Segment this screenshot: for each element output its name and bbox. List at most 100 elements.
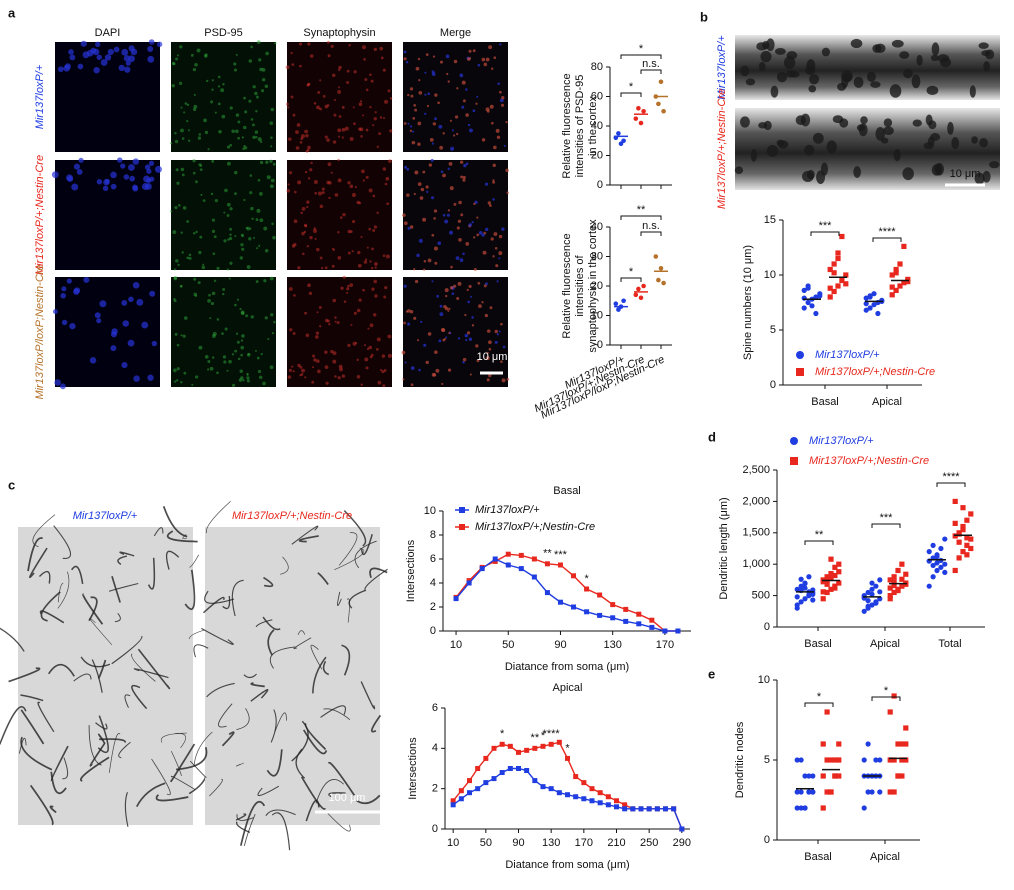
- puncta: [186, 220, 190, 223]
- puncta: [304, 311, 308, 315]
- puncta: [372, 194, 376, 198]
- puncta: [468, 223, 472, 227]
- puncta: [255, 135, 258, 139]
- data-point: [964, 552, 970, 558]
- puncta: [431, 142, 435, 145]
- puncta: [473, 267, 477, 271]
- data-point: [663, 806, 668, 812]
- puncta: [306, 200, 310, 204]
- puncta: [498, 330, 501, 333]
- data-point: [893, 287, 899, 293]
- spine: [821, 47, 830, 57]
- puncta: [218, 129, 222, 134]
- data-point: [863, 307, 869, 313]
- data-point: [938, 545, 944, 552]
- data-point: [802, 596, 808, 602]
- data-point: [679, 826, 685, 832]
- data-point: [942, 536, 948, 542]
- puncta: [384, 99, 389, 104]
- puncta: [368, 345, 373, 350]
- data-point: [899, 773, 905, 779]
- puncta: [494, 329, 498, 334]
- data-point: [614, 804, 619, 810]
- puncta: [321, 191, 325, 195]
- data-point: [805, 299, 811, 306]
- spine: [969, 85, 976, 98]
- data-point: [794, 594, 800, 600]
- dendrite: [155, 794, 189, 802]
- data-point: [930, 542, 936, 548]
- dendrite: [50, 745, 69, 782]
- data-point: [861, 805, 867, 811]
- sig-label: *: [629, 81, 634, 93]
- dendrite: [53, 525, 72, 559]
- data-point: [802, 805, 808, 811]
- data-point: [661, 280, 666, 286]
- row-label: Mir137loxP/+;Nestin-Cre: [34, 155, 46, 275]
- puncta: [222, 355, 227, 359]
- spine: [858, 123, 868, 137]
- puncta: [340, 286, 344, 290]
- puncta: [445, 294, 448, 298]
- puncta: [270, 313, 274, 317]
- puncta: [442, 173, 446, 178]
- dendrite: [243, 813, 256, 847]
- puncta: [380, 56, 384, 60]
- y-tick-label: 20: [591, 280, 603, 292]
- puncta: [382, 254, 386, 258]
- dendrite: [20, 736, 53, 771]
- puncta: [214, 111, 217, 114]
- puncta: [337, 90, 342, 94]
- puncta: [445, 307, 449, 311]
- data-point: [891, 589, 897, 596]
- dendrite: [170, 743, 196, 783]
- puncta: [434, 350, 438, 354]
- data-point: [806, 592, 812, 598]
- puncta: [347, 343, 351, 348]
- puncta: [464, 313, 467, 317]
- puncta: [433, 209, 438, 213]
- puncta: [381, 354, 386, 358]
- puncta: [346, 287, 350, 291]
- puncta: [246, 379, 250, 383]
- spine: [902, 167, 914, 181]
- puncta: [199, 168, 203, 172]
- puncta: [481, 57, 486, 62]
- data-point: [524, 747, 530, 753]
- puncta: [403, 57, 407, 61]
- data-point: [889, 284, 895, 290]
- puncta: [192, 159, 196, 163]
- data-point: [531, 574, 537, 580]
- dendrite: [133, 668, 169, 679]
- puncta: [220, 88, 225, 93]
- data-point: [798, 576, 804, 582]
- row-label: Mir137loxP/+: [34, 64, 46, 129]
- puncta: [486, 351, 489, 355]
- data-point: [952, 520, 958, 526]
- puncta: [369, 260, 372, 263]
- puncta: [446, 213, 450, 217]
- puncta: [229, 207, 233, 211]
- puncta: [175, 379, 179, 382]
- puncta: [364, 77, 368, 81]
- puncta: [173, 268, 177, 271]
- spine: [893, 148, 901, 162]
- puncta: [431, 70, 435, 74]
- puncta: [226, 214, 230, 217]
- dendrite: [262, 616, 281, 631]
- puncta: [468, 49, 472, 53]
- y-tick-label: 0: [764, 621, 770, 633]
- data-point: [828, 571, 834, 577]
- puncta: [290, 51, 293, 55]
- puncta: [492, 198, 495, 201]
- spine: [745, 78, 756, 86]
- puncta: [425, 360, 429, 365]
- puncta: [291, 244, 296, 248]
- data-point: [835, 255, 841, 262]
- data-point: [930, 562, 936, 569]
- data-point: [450, 802, 456, 808]
- dendrite: [170, 775, 196, 790]
- puncta: [418, 368, 421, 372]
- puncta: [231, 353, 235, 356]
- data-point: [813, 294, 819, 300]
